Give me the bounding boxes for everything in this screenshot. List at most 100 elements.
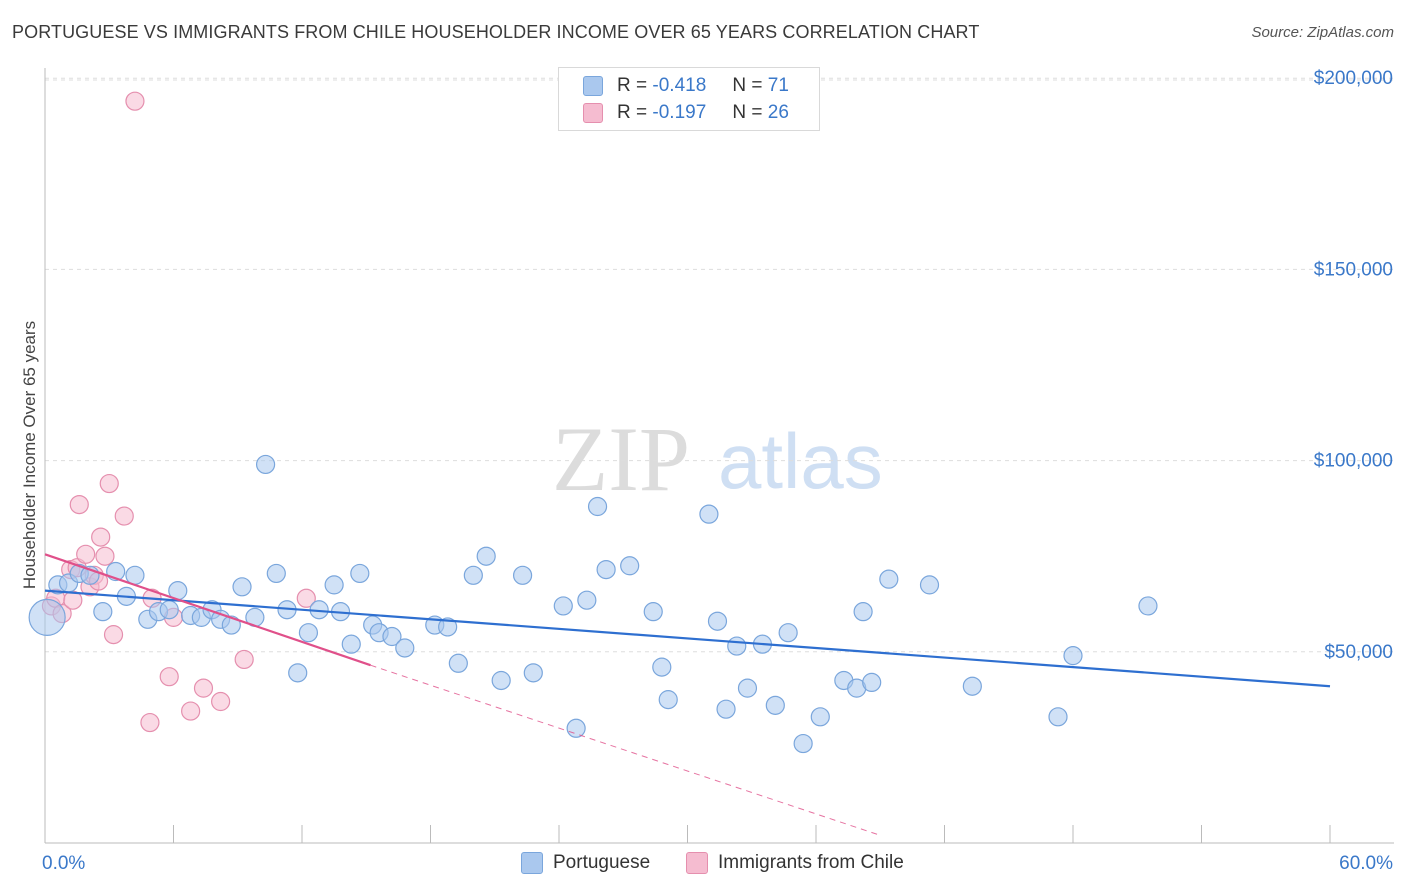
chile-point-22 [193,678,214,698]
legend-r-label: R = [617,75,648,96]
legend-label-portuguese: Portuguese [553,852,651,873]
axes [44,68,1394,844]
portuguese-point-68 [1048,707,1068,727]
x-tick-labels: 0.0% 60.0% [42,853,1393,874]
trend-chile [44,553,371,667]
portuguese-point-21 [266,563,286,584]
portuguese-point-63 [853,602,873,622]
legend-item-portuguese[interactable]: Portuguese [521,852,650,874]
portuguese-point-11 [159,600,179,620]
trend-portuguese [44,589,1331,688]
chile-point-19 [159,667,179,687]
legend-row-portuguese: R = -0.418 N = 71 [583,74,789,98]
portuguese-point-51 [699,504,719,524]
portuguese-point-70 [1138,596,1158,616]
legend-swatch-portuguese [521,852,543,874]
series-legend: Portuguese Immigrants from Chile [0,852,1406,876]
legend-label-chile: Immigrants from Chile [718,852,904,873]
series-portuguese-points [28,454,1158,754]
portuguese-point-52 [707,611,728,631]
portuguese-point-57 [765,695,785,715]
portuguese-point-55 [737,678,758,698]
portuguese-point-66 [919,575,940,595]
portuguese-point-23 [288,663,308,683]
portuguese-point-20 [255,454,276,475]
chile-point-11 [91,527,111,547]
trend-lines [44,553,1331,836]
legend-r-value: -0.418 [652,75,707,96]
chile-point-23 [211,691,231,712]
portuguese-point-46 [596,559,616,580]
series-chile-points [41,91,316,733]
portuguese-point-24 [298,623,319,643]
portuguese-point-64 [862,672,882,693]
portuguese-point-18 [232,577,252,597]
portuguese-point-65 [879,569,899,589]
y-tick-label-150000: $150,000 [1314,259,1393,280]
legend-swatch-chile [686,852,708,874]
watermark: ZIP atlas [552,408,883,510]
portuguese-point-8 [125,565,145,585]
portuguese-point-5 [93,602,113,622]
legend-r-value: -0.197 [652,102,707,123]
portuguese-point-45 [587,496,608,517]
portuguese-point-28 [341,634,361,654]
portuguese-point-44 [577,590,597,610]
chile-point-13 [99,473,119,494]
y-tick-labels: $50,000 $100,000 $150,000 $200,000 [1314,68,1393,663]
portuguese-point-39 [491,670,511,691]
chart-title: PORTUGUESE VS IMMIGRANTS FROM CHILE HOUS… [12,22,980,42]
portuguese-point-53 [716,699,736,719]
legend-swatch-chile [583,103,603,123]
legend-row-chile: R = -0.197 N = 26 [583,101,789,125]
legend-n-label: N = [732,102,763,123]
portuguese-point-47 [620,556,640,576]
legend-swatch-portuguese [583,76,603,96]
portuguese-point-67 [962,676,982,696]
chile-point-7 [76,544,96,564]
portuguese-point-32 [382,626,402,647]
legend-item-chile[interactable]: Immigrants from Chile [686,852,904,874]
x-tick-label-max: 60.0% [1339,853,1393,874]
legend-r-label: R = [617,102,648,123]
portuguese-point-49 [652,657,672,677]
portuguese-point-54 [727,636,747,656]
chile-point-21 [181,701,201,721]
portuguese-point-50 [658,690,678,710]
portuguese-point-17 [221,615,241,635]
portuguese-point-43 [566,718,586,738]
portuguese-point-42 [553,596,573,616]
portuguese-point-29 [350,563,370,584]
legend-n-value: 26 [767,102,789,123]
portuguese-point-60 [810,707,830,727]
portuguese-point-40 [512,565,533,585]
chile-point-6 [69,494,89,515]
y-tick-label-50000: $50,000 [1324,642,1393,663]
legend-n-value: 71 [767,75,789,96]
chile-point-15 [114,506,134,526]
correlation-legend: R = -0.418 N = 71 R = -0.197 N = 26 [558,67,820,131]
y-tick-label-100000: $100,000 [1314,451,1393,472]
x-tick-label-min: 0.0% [42,853,85,874]
portuguese-point-37 [463,565,483,585]
chile-point-12 [95,546,115,566]
legend-n-label: N = [732,75,763,96]
portuguese-point-33 [395,638,415,658]
portuguese-point-38 [476,546,496,566]
portuguese-point-35 [438,617,458,637]
portuguese-point-26 [324,575,344,595]
chile-point-24 [234,649,254,670]
chile-point-17 [140,712,160,733]
gridlines [45,77,1394,653]
source-label: Source: ZipAtlas.com [1251,24,1394,41]
portuguese-point-48 [643,602,663,622]
portuguese-point-41 [523,663,543,683]
trend-chile-extension [370,664,881,836]
portuguese-point-58 [778,623,798,643]
chile-point-16 [125,91,145,111]
watermark-zip: ZIP [552,408,690,510]
portuguese-point-36 [448,653,468,673]
portuguese-point-0 [28,598,66,636]
portuguese-point-59 [793,733,813,754]
